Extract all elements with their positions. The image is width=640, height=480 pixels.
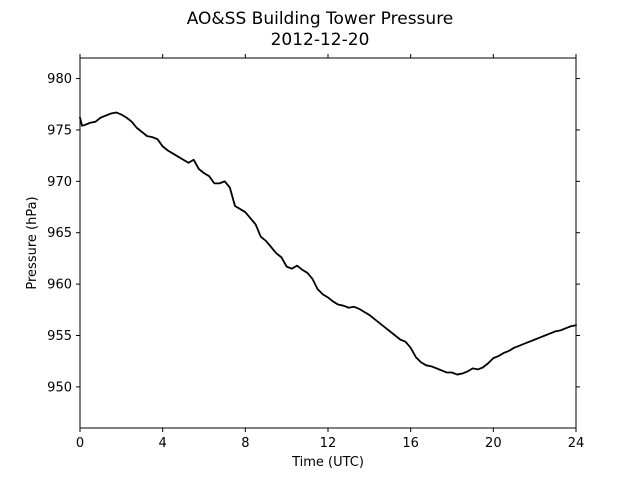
x-axis-ticks: 0 4 8 12 16 20 24 xyxy=(76,54,584,451)
x-tick-label: 12 xyxy=(320,436,337,451)
y-tick-label: 965 xyxy=(47,226,72,241)
pressure-line xyxy=(79,111,577,376)
plot-area xyxy=(80,58,576,428)
chart-subtitle: 2012-12-20 xyxy=(271,30,370,50)
y-tick-label: 975 xyxy=(47,123,72,138)
x-tick-label: 24 xyxy=(568,436,585,451)
x-tick-label: 16 xyxy=(402,436,419,451)
y-axis-label: Pressure (hPa) xyxy=(25,196,40,289)
x-tick-label: 0 xyxy=(76,436,84,451)
y-tick-label: 980 xyxy=(47,72,72,87)
y-tick-label: 950 xyxy=(47,380,72,395)
chart-title: AO&SS Building Tower Pressure xyxy=(187,9,454,29)
y-tick-label: 970 xyxy=(47,175,72,190)
y-axis-ticks: 950 955 960 965 970 975 980 xyxy=(47,72,580,395)
y-tick-label: 955 xyxy=(47,329,72,344)
y-tick-label: 960 xyxy=(47,278,72,293)
x-axis-label: Time (UTC) xyxy=(291,455,364,470)
plot-frame xyxy=(79,57,577,429)
x-tick-label: 8 xyxy=(241,436,249,451)
x-tick-label: 4 xyxy=(159,436,167,451)
x-tick-label: 20 xyxy=(485,436,502,451)
